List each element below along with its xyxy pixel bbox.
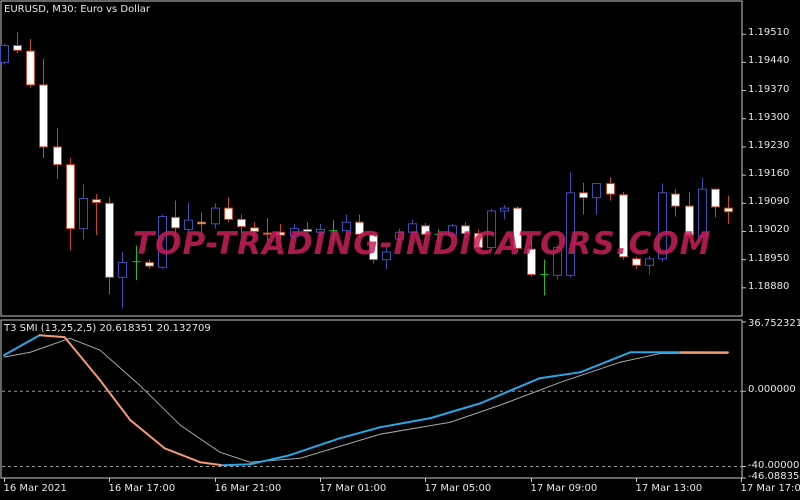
signal-line: [3, 337, 728, 463]
candle-bull: [592, 183, 601, 199]
indicator-axis-label: 36.752321: [748, 318, 800, 329]
smi-main-line-segment: [199, 461, 224, 467]
candle-bear: [26, 50, 35, 86]
candle-bear: [145, 261, 154, 267]
price-axis-label: 1.19230: [748, 139, 790, 151]
price-axis-label: 1.19020: [748, 224, 790, 236]
candle-bear: [685, 205, 694, 236]
smi-main-line-segment: [38, 334, 66, 339]
smi-main-line-segment: [538, 371, 582, 380]
time-axis-label: 17 Mar 13:00: [635, 483, 703, 494]
time-axis-label: 17 Mar 17:00: [740, 483, 800, 494]
smi-main-line-segment: [338, 426, 382, 440]
indicator-axis-label: -46.088357: [748, 471, 800, 482]
indicator-pane-frame: [0, 319, 743, 479]
smi-main-line-segment: [429, 402, 482, 420]
candle-bull: [79, 197, 88, 230]
indicator-title: T3 SMI (13,25,2,5) 20.618351 20.132709: [4, 323, 211, 334]
time-axis-label: 17 Mar 09:00: [530, 483, 598, 494]
price-axis-label: 1.18880: [748, 280, 790, 292]
candle-bear: [171, 216, 180, 229]
candle-bear: [263, 232, 272, 235]
candle-bull: [487, 210, 496, 249]
candle-bear: [197, 221, 206, 225]
candle-bear: [105, 202, 114, 278]
time-axis-label: 17 Mar 05:00: [424, 483, 492, 494]
candle-bear: [66, 164, 75, 230]
candle-bear: [303, 228, 312, 232]
candle-bear: [369, 234, 378, 261]
candle-bull: [342, 221, 351, 232]
time-axis-label: 16 Mar 2021: [3, 483, 67, 494]
price-chart-title: EURUSD, M30: Euro vs Dollar: [4, 4, 150, 15]
candle-bear: [13, 44, 22, 51]
smi-main-line-segment: [249, 454, 291, 466]
candle-bear: [355, 221, 364, 235]
price-pane-frame: [0, 0, 743, 317]
candle-bull: [500, 207, 509, 212]
candle-bear: [92, 199, 101, 203]
candle-bear: [632, 258, 641, 266]
time-axis-label: 17 Mar 01:00: [319, 483, 387, 494]
candle-bull: [698, 188, 707, 237]
candle-bear: [461, 225, 470, 234]
candle-bull: [408, 223, 417, 233]
candle-bear: [276, 231, 285, 236]
price-axis-label: 1.19090: [748, 196, 790, 208]
time-axis-label: 16 Mar 21:00: [214, 483, 282, 494]
candle-bear: [671, 193, 680, 207]
time-axis-label: 16 Mar 17:00: [108, 483, 176, 494]
candle-bull: [382, 251, 391, 261]
candle-bull: [566, 192, 575, 276]
candle-bear: [237, 218, 246, 228]
price-axis-label: 1.19510: [748, 27, 790, 39]
price-axis-label: 1.18950: [748, 252, 790, 264]
candle-bull: [184, 219, 193, 230]
candle-bull: [395, 231, 404, 240]
candle-bull: [0, 44, 9, 63]
indicator-axis-label: -40.000000: [748, 459, 800, 471]
smi-main-line-segment: [379, 417, 432, 429]
candle-bull: [553, 247, 562, 276]
candle-bull: [158, 216, 167, 268]
smi-main-line-segment: [3, 334, 41, 357]
candle-bull: [211, 207, 220, 225]
candle-bear: [421, 225, 430, 235]
candle-bear: [619, 194, 628, 258]
price-axis-label: 1.19370: [748, 83, 790, 95]
candle-bear: [579, 192, 588, 199]
candle-bear: [224, 207, 233, 220]
candle-bear: [527, 248, 536, 276]
price-axis-label: 1.19300: [748, 111, 790, 123]
smi-main-line-segment: [221, 463, 252, 467]
candle-bear: [724, 207, 733, 213]
watermark-logo: TOP-TRADING-INDICATORS.COM: [133, 226, 712, 262]
smi-main-line-segment: [163, 447, 202, 464]
candle-bear: [606, 183, 615, 195]
candle-bear: [474, 232, 483, 249]
candle-bull: [290, 228, 299, 237]
indicator-axis-label: 0.000000: [748, 384, 796, 396]
candle-bull: [645, 258, 654, 266]
candle-bear: [53, 146, 62, 166]
candle-bear: [711, 188, 720, 208]
candle-bull: [316, 228, 325, 233]
smi-main-line-segment: [99, 379, 132, 422]
smi-main-line-segment: [288, 437, 341, 457]
smi-main-line-segment: [129, 419, 166, 450]
candle-bull: [448, 225, 457, 236]
candle-bull: [118, 261, 127, 278]
candle-bull: [658, 192, 667, 260]
smi-main-line-segment: [579, 351, 632, 374]
price-axis-label: 1.19440: [748, 55, 790, 67]
price-axis-label: 1.19160: [748, 168, 790, 180]
smi-main-line-segment: [479, 377, 541, 405]
candle-bear: [513, 207, 522, 249]
candle-bear: [39, 84, 48, 148]
smi-main-line-segment: [63, 336, 102, 382]
candle-bear: [250, 227, 259, 232]
